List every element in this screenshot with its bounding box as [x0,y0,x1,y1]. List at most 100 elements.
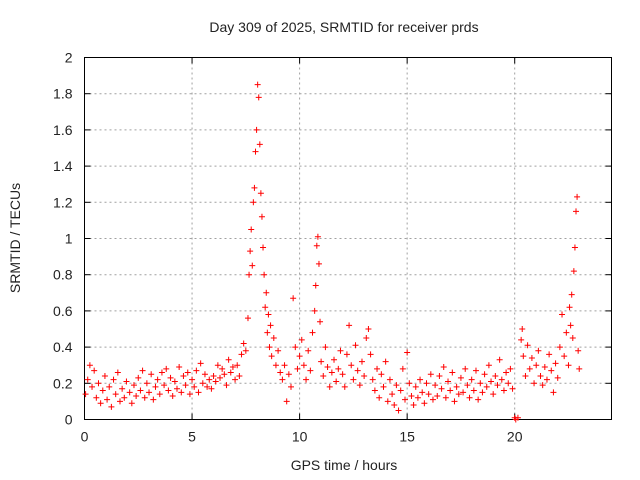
data-point [356,382,363,389]
data-point [152,383,159,390]
data-point [294,365,301,372]
data-point [395,407,402,414]
data-point [254,81,261,88]
y-tick-label: 2 [65,50,73,66]
data-point [519,326,526,332]
data-point [154,376,161,383]
data-point [199,380,206,387]
data-point [272,362,279,369]
data-point [290,295,297,302]
data-point [242,347,249,354]
data-point [171,378,178,385]
data-point [91,367,98,374]
data-point [406,380,413,387]
data-point [285,371,292,378]
data-point [442,394,449,401]
data-point [214,362,221,369]
chart-title: Day 309 of 2025, SRMTID for receiver prd… [209,19,478,35]
data-point [567,322,574,329]
data-point [97,400,104,407]
data-point [410,402,417,409]
data-point [314,233,321,240]
data-point [399,365,406,372]
data-point [201,371,208,378]
data-point [112,391,119,398]
data-point [546,351,553,358]
data-point [126,389,133,396]
data-point [470,387,477,394]
data-point [320,373,327,380]
data-point [225,356,232,363]
y-tick-label: 0.8 [53,267,73,283]
data-point [432,382,439,389]
data-point [462,365,469,372]
data-point [563,329,570,336]
data-point [313,242,320,249]
y-tick-label: 1.4 [53,158,73,174]
axis-ticks: 00.20.40.60.811.21.41.61.820 5 10 15 20 [53,50,612,445]
y-tick-label: 1.8 [53,86,73,102]
data-point [292,344,299,351]
plot-frame [84,57,612,420]
data-point [229,364,236,371]
data-point [445,378,452,385]
data-point [257,190,264,197]
data-point [339,371,346,378]
data-point [287,383,294,390]
data-point [520,353,527,360]
data-point [234,362,241,369]
data-point [305,347,312,354]
x-tick-label: 5 [188,429,196,445]
data-point [440,364,447,371]
data-point [128,400,135,407]
data-point [346,322,353,329]
data-point [135,374,142,381]
data-point [189,376,196,383]
data-point [380,383,387,390]
data-point [260,244,267,251]
data-point [268,353,275,360]
data-point [165,387,172,394]
data-point [89,383,96,390]
data-point [258,213,265,220]
data-point [531,380,538,387]
data-point [541,364,548,371]
data-point [193,367,200,374]
data-point [137,387,144,394]
data-point [217,374,224,381]
data-point [429,396,436,403]
data-point [265,311,272,318]
data-point [335,365,342,372]
data-point [358,358,365,365]
data-point [238,351,245,358]
data-point [246,271,253,278]
data-point [93,394,100,401]
data-point [221,371,228,378]
data-point [104,396,111,403]
data-point [204,383,211,390]
data-point [365,326,372,332]
data-point [82,391,89,398]
data-point [250,199,257,206]
data-point [108,403,115,410]
data-point [371,387,378,394]
data-point [460,389,467,396]
data-point [438,385,445,392]
data-point [522,373,529,380]
data-point [382,358,389,365]
data-point [348,362,355,369]
data-point [514,414,521,421]
data-point [343,351,350,358]
data-point [232,376,239,383]
data-point [574,193,581,200]
data-point [548,367,555,374]
data-point [143,380,150,387]
data-point [195,389,202,396]
data-point [466,394,473,401]
data-point [566,304,573,311]
data-point [570,268,577,275]
data-point [208,385,215,392]
data-point [507,365,514,372]
data-point [389,391,396,398]
data-point [240,340,247,347]
